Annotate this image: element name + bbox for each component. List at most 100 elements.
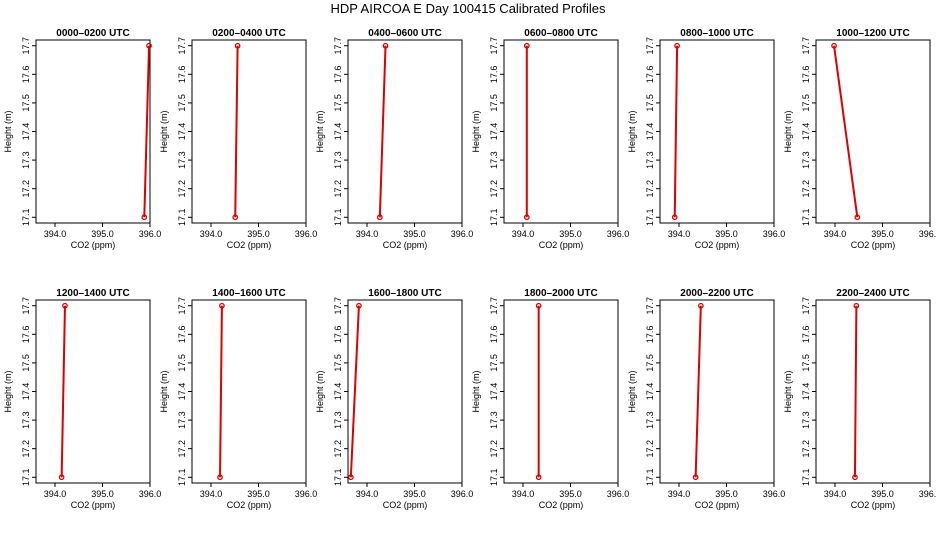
y-tick-label: 17.5	[333, 94, 343, 112]
y-tick-label: 17.2	[489, 440, 499, 458]
x-tick-label: 396.0	[763, 229, 786, 239]
x-tick-label: 394.0	[824, 229, 847, 239]
profile-line	[60, 305, 66, 478]
panel-title: 0600–0800 UTC	[524, 28, 597, 39]
plot-frame	[503, 299, 619, 484]
x-axis-label: CO2 (ppm)	[539, 500, 584, 510]
x-tick-label: 396.0	[919, 489, 936, 499]
plot-frame	[503, 39, 619, 224]
profile-panel-7: 1200–1400 UTC 394.0 395.0 396.0 CO2 (ppm) 17.…	[3, 288, 161, 510]
y-tick-label: 17.4	[801, 383, 811, 401]
data-point	[58, 474, 65, 481]
panel-title: 1600–1800 UTC	[368, 288, 441, 299]
y-axis-label: Height (m)	[315, 110, 325, 152]
data-point	[376, 214, 383, 221]
y-tick-label: 17.2	[489, 180, 499, 198]
y-tick-label: 17.5	[21, 354, 31, 372]
x-tick-label: 395.0	[91, 229, 114, 239]
y-axis-label: Height (m)	[315, 370, 325, 412]
x-tick-label: 396.0	[607, 229, 630, 239]
x-tick-label: 394.0	[44, 489, 67, 499]
x-tick-label: 394.0	[824, 489, 847, 499]
plot-frame	[347, 39, 463, 224]
data-point	[146, 42, 152, 49]
y-tick-label: 17.2	[801, 440, 811, 458]
x-tick-label: 394.0	[668, 229, 691, 239]
panel-title: 0800–1000 UTC	[680, 28, 753, 39]
plot-frame	[35, 299, 151, 484]
y-tick-label: 17.1	[645, 469, 655, 487]
y-axis-label: Height (m)	[627, 370, 637, 412]
plot-frame	[191, 299, 307, 484]
profile-line	[378, 45, 387, 218]
y-tick-label: 17.1	[177, 209, 187, 227]
y-tick-label: 17.2	[177, 440, 187, 458]
y-axis-label: Height (m)	[159, 370, 169, 412]
y-tick-label: 17.3	[489, 411, 499, 429]
profile-panel-12: 2200–2400 UTC 394.0 395.0 396.0 CO2 (ppm) 17.…	[783, 288, 936, 510]
y-tick-label: 17.4	[177, 383, 187, 401]
y-tick-label: 17.7	[801, 37, 811, 55]
profile-line	[234, 45, 239, 218]
y-tick-label: 17.4	[333, 123, 343, 141]
plot-frame	[815, 39, 931, 224]
x-tick-label: 395.0	[559, 489, 582, 499]
x-axis-label: CO2 (ppm)	[851, 240, 896, 250]
y-tick-label: 17.5	[801, 94, 811, 112]
y-tick-label: 17.2	[801, 180, 811, 198]
profile-panel-10: 1800–2000 UTC 394.0 395.0 396.0 CO2 (ppm) 17.…	[471, 288, 629, 510]
y-tick-label: 17.5	[333, 354, 343, 372]
x-tick-label: 396.0	[295, 229, 318, 239]
y-tick-label: 17.1	[489, 209, 499, 227]
data-point	[523, 214, 530, 221]
x-tick-label: 395.0	[715, 229, 738, 239]
y-tick-label: 17.2	[645, 440, 655, 458]
x-axis-label: CO2 (ppm)	[227, 500, 272, 510]
x-axis-label: CO2 (ppm)	[71, 240, 116, 250]
data-point	[232, 214, 239, 221]
y-tick-label: 17.6	[21, 66, 31, 84]
x-tick-label: 395.0	[403, 489, 426, 499]
y-tick-label: 17.3	[645, 411, 655, 429]
x-tick-label: 396.0	[139, 489, 162, 499]
y-tick-label: 17.1	[801, 209, 811, 227]
x-tick-label: 394.0	[512, 229, 535, 239]
y-tick-label: 17.2	[333, 440, 343, 458]
y-tick-label: 17.6	[333, 326, 343, 344]
y-tick-label: 17.7	[177, 37, 187, 55]
x-tick-label: 396.0	[763, 489, 786, 499]
data-point	[697, 302, 704, 309]
panel-title: 0400–0600 UTC	[368, 28, 441, 39]
x-axis-label: CO2 (ppm)	[851, 500, 896, 510]
y-tick-label: 17.3	[21, 411, 31, 429]
y-axis-label: Height (m)	[3, 370, 13, 412]
y-tick-label: 17.5	[489, 354, 499, 372]
x-tick-label: 395.0	[715, 489, 738, 499]
profile-panel-6: 1000–1200 UTC 394.0 395.0 396.0 CO2 (ppm) 17.…	[783, 28, 936, 250]
y-axis-label: Height (m)	[627, 110, 637, 152]
y-tick-label: 17.2	[21, 180, 31, 198]
profile-panel-11: 2000–2200 UTC 394.0 395.0 396.0 CO2 (ppm) 17.…	[627, 288, 785, 510]
y-tick-label: 17.4	[21, 383, 31, 401]
y-tick-label: 17.6	[801, 66, 811, 84]
profile-panel-2: 0200–0400 UTC 394.0 395.0 396.0 CO2 (ppm) 17.…	[159, 28, 317, 250]
profile-panel-1: 0000–0200 UTC 394.0 395.0 396.0 CO2 (ppm) 17.…	[3, 28, 161, 250]
y-tick-label: 17.2	[333, 180, 343, 198]
data-point	[674, 42, 680, 49]
y-tick-label: 17.6	[645, 66, 655, 84]
data-point	[852, 474, 858, 481]
y-tick-label: 17.7	[333, 37, 343, 55]
x-tick-label: 395.0	[871, 229, 894, 239]
x-tick-label: 394.0	[356, 229, 379, 239]
x-axis-label: CO2 (ppm)	[539, 240, 584, 250]
y-tick-label: 17.5	[489, 94, 499, 112]
y-axis-label: Height (m)	[471, 110, 481, 152]
panel-title: 1800–2000 UTC	[524, 288, 597, 299]
y-axis-label: Height (m)	[3, 110, 13, 152]
y-tick-label: 17.6	[489, 66, 499, 84]
profile-line	[694, 305, 702, 478]
y-tick-label: 17.3	[333, 151, 343, 169]
profile-panel-5: 0800–1000 UTC 394.0 395.0 396.0 CO2 (ppm) 17.…	[627, 28, 785, 250]
